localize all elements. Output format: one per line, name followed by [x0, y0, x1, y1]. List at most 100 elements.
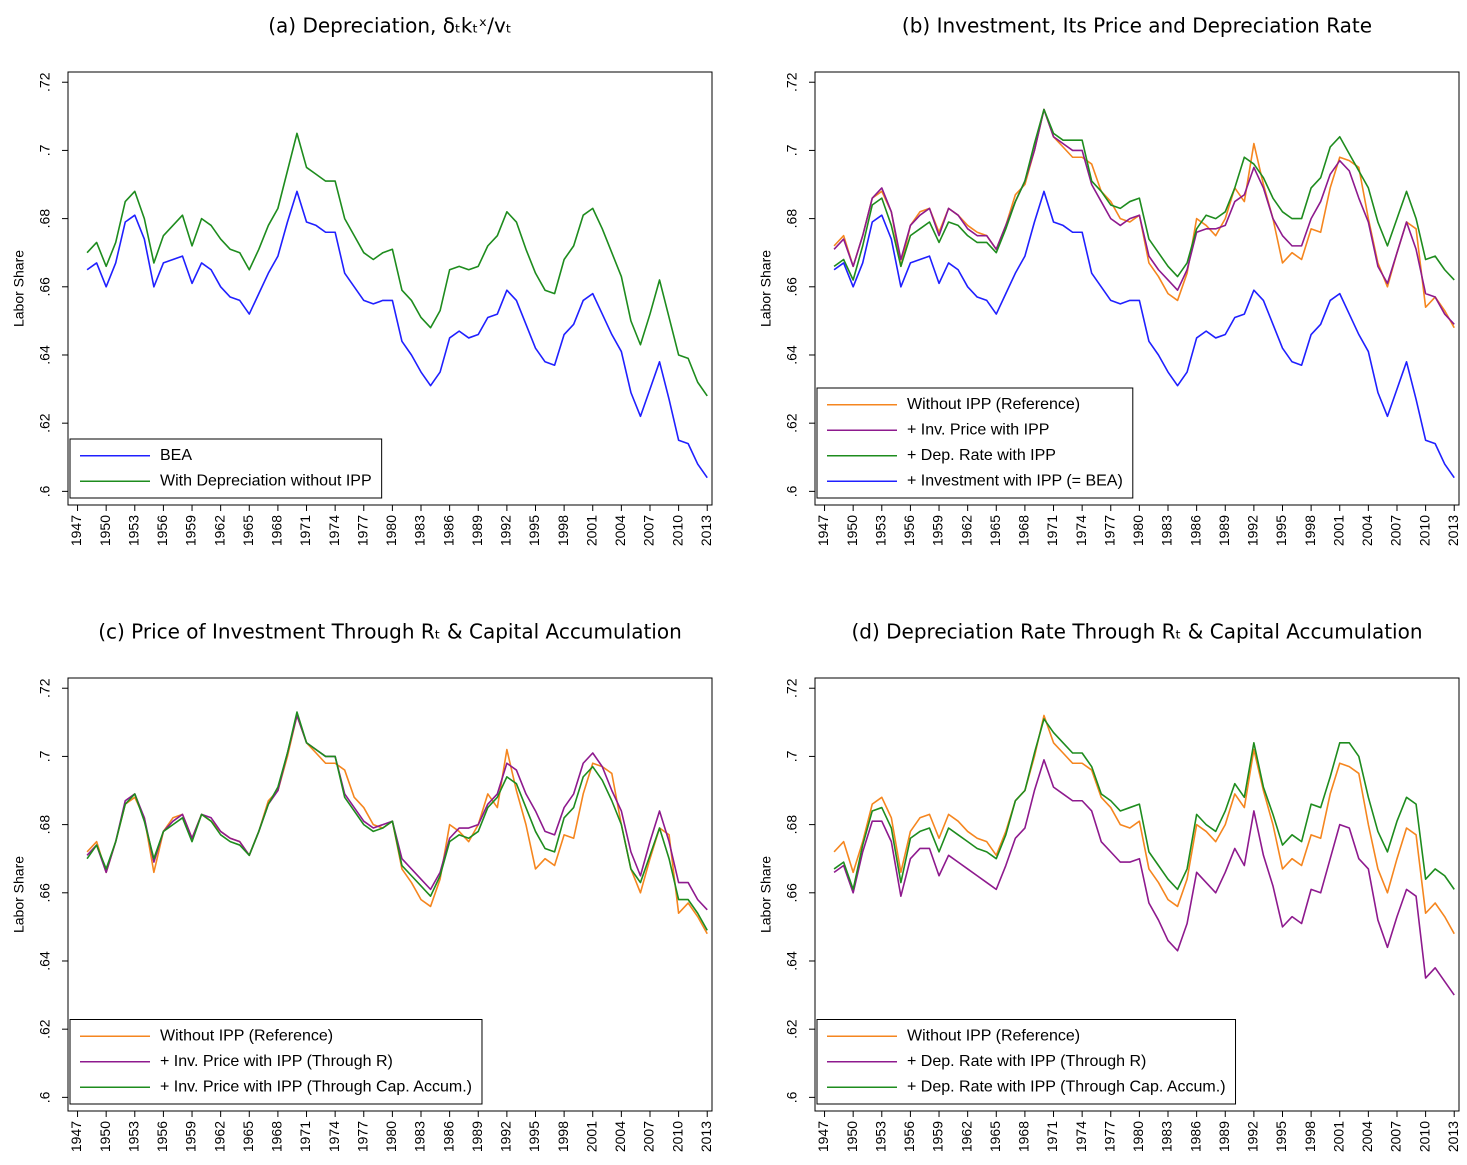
x-tick-label: 1959: [930, 515, 946, 546]
x-tick-label: 1971: [297, 515, 313, 546]
x-tick-label: 2007: [641, 1121, 657, 1152]
x-tick-label: 1947: [815, 515, 831, 546]
x-tick-label: 2010: [669, 1121, 685, 1152]
x-tick-label: 1959: [183, 515, 199, 546]
y-tick-label: .64: [37, 345, 53, 365]
series-line: [833, 714, 1455, 935]
x-tick-label: 1974: [326, 515, 342, 546]
plot-frame: [67, 71, 713, 506]
x-tick-label: 2004: [612, 515, 628, 546]
x-tick-label: 1992: [1245, 1121, 1261, 1152]
x-tick-label: 1968: [1016, 515, 1032, 546]
x-tick-label: 1971: [1044, 515, 1060, 546]
legend-label: + Dep. Rate with IPP (Through Cap. Accum…: [907, 1078, 1226, 1095]
series-line: [833, 108, 1455, 281]
x-tick-label: 1956: [901, 1121, 917, 1152]
x-tick-label: 1986: [440, 515, 456, 546]
x-tick-label: 1959: [930, 1121, 946, 1152]
x-tick-label: 1950: [844, 515, 860, 546]
x-tick-label: 2001: [583, 1121, 599, 1152]
y-tick-label: .66: [37, 277, 53, 297]
panel-title: (d) Depreciation Rate Through Rₜ & Capit…: [851, 620, 1422, 644]
panel: (b) Investment, Its Price and Depreciati…: [758, 14, 1461, 547]
x-tick-label: 1953: [125, 1121, 141, 1152]
x-tick-label: 1992: [498, 515, 514, 546]
series-line: [833, 108, 1455, 325]
x-tick-label: 1965: [987, 515, 1003, 546]
y-tick-label: .6: [784, 1091, 800, 1103]
legend-label: + Inv. Price with IPP (Through Cap. Accu…: [160, 1078, 472, 1095]
y-tick-label: .7: [784, 144, 800, 156]
x-tick-label: 2013: [698, 1121, 714, 1152]
x-tick-label: 1962: [211, 1121, 227, 1152]
x-tick-label: 2001: [583, 515, 599, 546]
x-tick-label: 1971: [297, 1121, 313, 1152]
x-tick-label: 1953: [872, 1121, 888, 1152]
y-tick-label: .66: [37, 883, 53, 903]
legend-box: [69, 438, 383, 499]
x-tick-label: 2010: [669, 515, 685, 546]
x-tick-label: 2007: [1388, 515, 1404, 546]
x-tick-label: 1983: [412, 515, 428, 546]
x-tick-label: 1962: [958, 515, 974, 546]
plot-frame: [814, 677, 1460, 1112]
x-tick-label: 1974: [326, 1121, 342, 1152]
x-tick-label: 1947: [68, 1121, 84, 1152]
y-tick-label: .64: [37, 951, 53, 971]
x-tick-label: 2004: [612, 1121, 628, 1152]
x-tick-label: 1998: [1302, 515, 1318, 546]
y-tick-label: .7: [37, 750, 53, 762]
plot-frame: [67, 677, 713, 1112]
legend-label: With Depreciation without IPP: [160, 472, 372, 489]
panel-title: (c) Price of Investment Through Rₜ & Cap…: [98, 620, 682, 644]
y-tick-label: .68: [37, 815, 53, 835]
y-axis-label: Labor Share: [11, 856, 27, 933]
x-tick-label: 2001: [1330, 1121, 1346, 1152]
legend-label: + Inv. Price with IPP: [907, 421, 1049, 438]
x-tick-label: 1971: [1044, 1121, 1060, 1152]
x-tick-label: 1968: [269, 1121, 285, 1152]
series-line: [833, 718, 1455, 891]
x-tick-label: 1983: [1159, 1121, 1175, 1152]
x-tick-label: 1995: [526, 1121, 542, 1152]
panel: (c) Price of Investment Through Rₜ & Cap…: [11, 620, 714, 1153]
y-axis-label: Labor Share: [758, 250, 774, 327]
x-tick-label: 1995: [526, 515, 542, 546]
x-tick-label: 1968: [1016, 1121, 1032, 1152]
y-tick-label: .7: [784, 750, 800, 762]
x-tick-label: 1950: [844, 1121, 860, 1152]
x-tick-label: 1998: [555, 1121, 571, 1152]
plot-frame: [814, 71, 1460, 506]
series-line: [833, 759, 1455, 996]
legend-label: Without IPP (Reference): [907, 396, 1080, 413]
x-tick-label: 2013: [1445, 1121, 1461, 1152]
y-tick-label: .72: [37, 72, 53, 92]
panel: (a) Depreciation, δₜkₜˣ/vₜ Labor Share .6.…: [11, 14, 714, 547]
series-line: [86, 714, 708, 911]
legend-box: [816, 387, 1134, 499]
x-tick-label: 2010: [1416, 1121, 1432, 1152]
legend-label: BEA: [160, 447, 192, 464]
x-tick-label: 1986: [1187, 1121, 1203, 1152]
x-tick-label: 1974: [1073, 515, 1089, 546]
y-tick-label: .72: [784, 72, 800, 92]
x-tick-label: 1989: [1216, 1121, 1232, 1152]
y-tick-label: .68: [37, 209, 53, 229]
y-tick-label: .62: [784, 1019, 800, 1039]
y-tick-label: .62: [37, 413, 53, 433]
x-tick-label: 1956: [154, 515, 170, 546]
series-line: [86, 714, 708, 935]
x-tick-label: 1950: [97, 515, 113, 546]
x-tick-label: 1980: [383, 1121, 399, 1152]
x-tick-label: 1986: [1187, 515, 1203, 546]
legend-label: + Investment with IPP (= BEA): [907, 472, 1123, 489]
x-tick-label: 1980: [1130, 515, 1146, 546]
y-tick-label: .62: [37, 1019, 53, 1039]
x-tick-label: 1989: [469, 515, 485, 546]
y-tick-label: .64: [784, 951, 800, 971]
y-tick-label: .72: [784, 678, 800, 698]
series-line: [86, 132, 708, 397]
x-tick-label: 2007: [1388, 1121, 1404, 1152]
